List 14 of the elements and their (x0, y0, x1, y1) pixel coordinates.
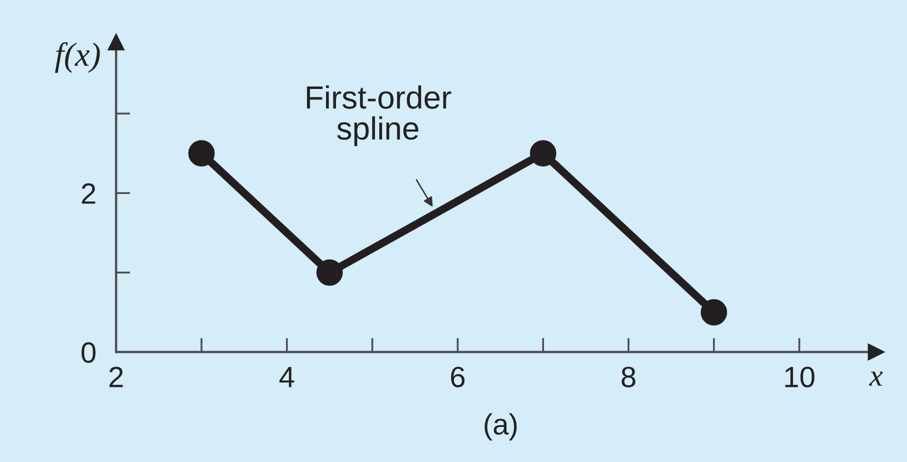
text: (a) (484, 413, 517, 440)
x-tick-label: 6 (451, 366, 465, 388)
x-tick-label: 10 (785, 366, 814, 388)
x-axis-title: x (869, 372, 883, 386)
y-tick-label: 0 (82, 342, 96, 363)
annotation: First-order spline (306, 85, 452, 146)
point (316, 259, 343, 286)
y-axis-title: f(x) (55, 42, 100, 73)
x-tick-label: 8 (622, 366, 636, 388)
x-tick-label: 4 (279, 367, 294, 388)
point (530, 140, 556, 167)
x-tick-label: 2 (109, 366, 123, 388)
point (700, 299, 728, 326)
point (188, 140, 215, 167)
